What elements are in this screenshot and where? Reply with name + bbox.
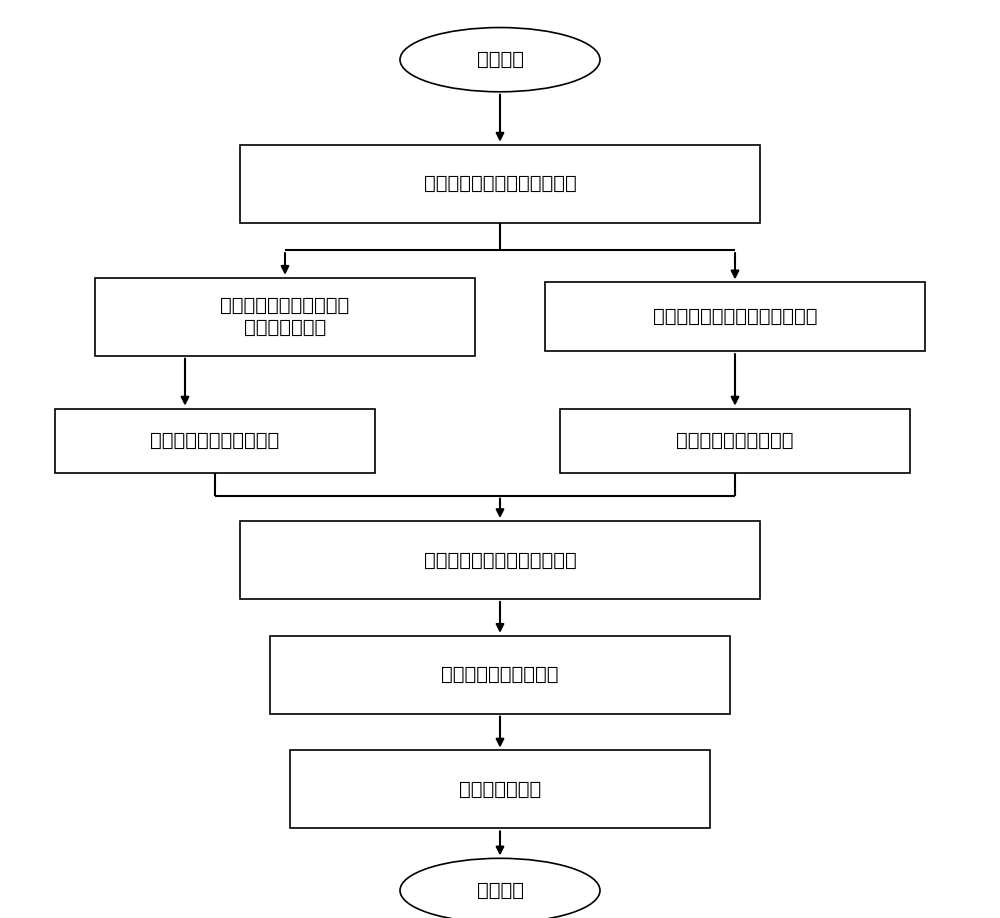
Text: 将基站号提交数据库获得
各基站的经纬度: 将基站号提交数据库获得 各基站的经纬度: [220, 297, 350, 337]
Text: 结构化目标地址: 结构化目标地址: [459, 780, 541, 799]
Text: 计算获得定位目标的位置估计: 计算获得定位目标的位置估计: [424, 551, 576, 569]
FancyBboxPatch shape: [560, 409, 910, 473]
Text: 设备搜索周围基站，获取数据: 设备搜索周围基站，获取数据: [424, 174, 576, 193]
Text: 根据信号衰减计算相对距离估计: 根据信号衰减计算相对距离估计: [653, 308, 817, 326]
FancyBboxPatch shape: [95, 277, 475, 355]
FancyBboxPatch shape: [545, 282, 925, 351]
Text: 计算基站的定位冗余系数: 计算基站的定位冗余系数: [150, 431, 280, 450]
FancyBboxPatch shape: [290, 751, 710, 828]
Ellipse shape: [400, 858, 600, 918]
Text: 定位完成: 定位完成: [477, 881, 524, 900]
Text: 定位开始: 定位开始: [477, 50, 524, 69]
FancyBboxPatch shape: [240, 144, 760, 222]
FancyBboxPatch shape: [240, 521, 760, 599]
Text: 求目标所在区域的半径: 求目标所在区域的半径: [441, 666, 559, 684]
FancyBboxPatch shape: [270, 635, 730, 714]
Ellipse shape: [400, 28, 600, 92]
Text: 计算基站定位时的权值: 计算基站定位时的权值: [676, 431, 794, 450]
FancyBboxPatch shape: [55, 409, 375, 473]
